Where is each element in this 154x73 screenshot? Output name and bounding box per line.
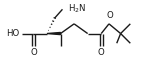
Polygon shape: [47, 32, 61, 35]
Text: O: O: [30, 48, 37, 57]
Text: HO: HO: [7, 29, 20, 38]
Text: O: O: [98, 48, 105, 57]
Text: O: O: [107, 11, 113, 20]
Text: $\mathsf{H_2N}$: $\mathsf{H_2N}$: [68, 2, 87, 15]
